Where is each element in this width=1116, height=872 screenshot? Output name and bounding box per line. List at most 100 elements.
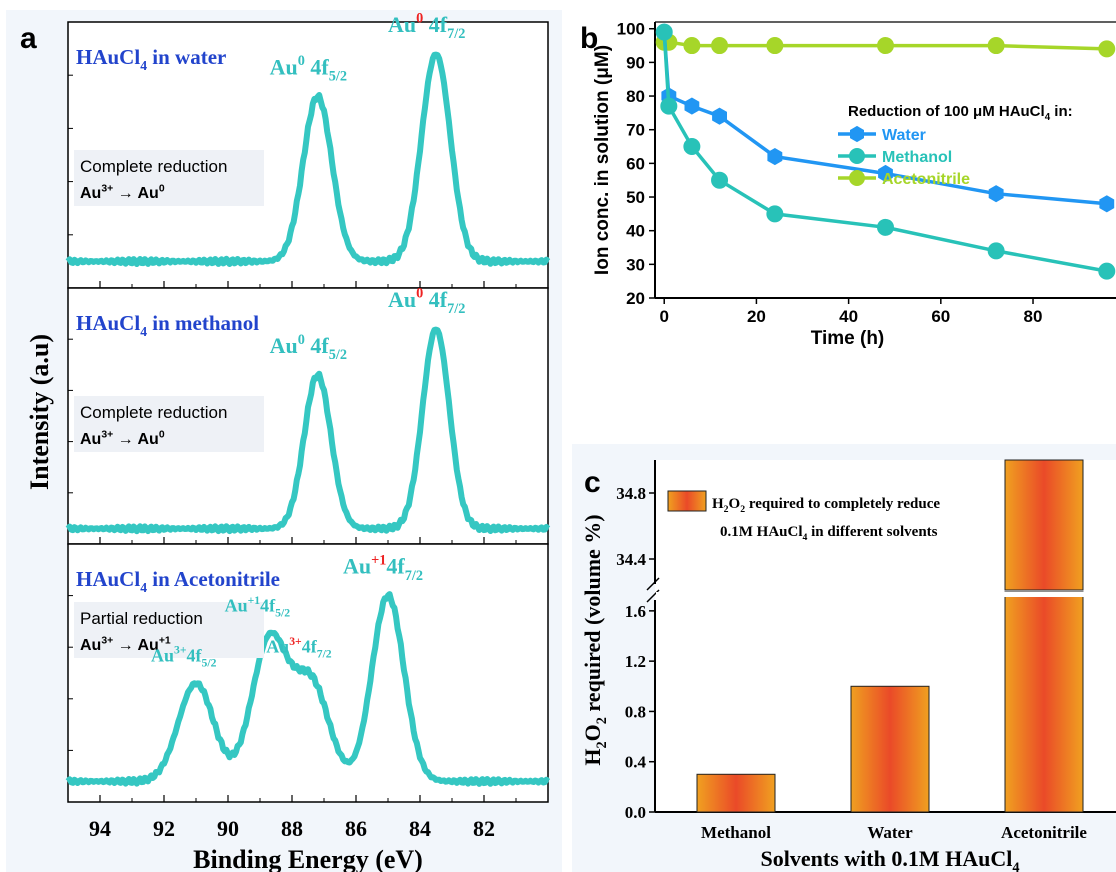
bar-legend-line2-part: 4 [803, 532, 808, 543]
data-point-methanol [987, 242, 1005, 260]
legend-marker-methanol [849, 148, 865, 164]
xps-subplot-title-part: 4 [140, 58, 147, 73]
kinetics-y-tick-label: 40 [626, 222, 645, 241]
xps-peak-label: Au+14f7/2 [343, 552, 423, 583]
note-equation-part: 3+ [101, 183, 113, 194]
bar-x-axis-label-part: Solvents with 0.1M HAuCl [761, 846, 1013, 871]
xps-peak-label-part: 0 [416, 286, 423, 302]
xps-subplot-title-part: HAuCl [76, 311, 140, 335]
kinetics-x-tick-label: 60 [931, 307, 950, 326]
bar-legend-line1-part: 2 [724, 504, 729, 515]
xps-peak-label-part: 7/2 [447, 301, 465, 317]
bar-y-tick-label: 1.6 [625, 602, 646, 621]
data-point-water [988, 185, 1004, 203]
note-equation-part: → [113, 185, 137, 202]
xps-peak-label: Au0 4f7/2 [388, 286, 465, 317]
data-point-water [1099, 195, 1115, 213]
xps-x-axis-label: Binding Energy (eV) [193, 845, 423, 872]
xps-peak-label-part: 4f [305, 333, 330, 358]
bar-y-axis-label-part: O [580, 724, 605, 741]
xps-subplot-title-part: HAuCl [76, 45, 140, 69]
bar-y-axis-label: H2O2 required (volume %) [580, 514, 610, 765]
data-point-water [878, 164, 893, 183]
xps-peak-label-part: 4f [187, 645, 203, 665]
bar-acetonitrile-upper [1004, 459, 1084, 591]
bar-y-axis-label-part: 2 [594, 717, 610, 724]
xps-peak-label: Au0 4f5/2 [270, 53, 347, 84]
bar-category-label: Water [867, 823, 913, 842]
xps-subplot-title-part: in Acetonitrile [147, 567, 280, 591]
bar-legend-line2-part: in different solvents [807, 524, 937, 540]
xps-peak-label-part: 4f [423, 12, 448, 37]
note-equation: Au3+ → Au+1 [80, 635, 171, 654]
bar-y-tick-label: 0.0 [625, 803, 646, 822]
xps-peak-label-part: 4f [305, 54, 330, 79]
xps-peak-label-part: 7/2 [447, 26, 465, 42]
xps-peak-label: Au3+4f7/2 [266, 635, 332, 661]
xps-peak-label-part: 4f [260, 595, 276, 615]
xps-peak-label: Au3+4f5/2 [151, 644, 217, 670]
note-equation-part: 0 [159, 429, 165, 440]
bar-legend-swatch [667, 490, 707, 512]
kinetics-y-axis-label: Ion conc. in solution (μM) [592, 45, 613, 275]
bar-methanol [696, 773, 776, 813]
note-equation: Au3+ → Au0 [80, 429, 165, 448]
kinetics-legend-title-part: 4 [1045, 112, 1051, 123]
kinetics-legend-title-part: Reduction of 100 μM HAuCl [848, 103, 1045, 120]
note-equation-part: → [113, 637, 137, 654]
bar-legend-line2: 0.1M HAuCl4 in different solvents [720, 524, 938, 543]
bar-legend-line2-part: 0.1M HAuCl [720, 524, 803, 540]
note-equation-part: 3+ [101, 635, 113, 646]
xps-peak-label-part: 5/2 [275, 606, 290, 619]
xps-spectrum-line [65, 326, 551, 535]
bar-water [850, 685, 930, 813]
kinetics-y-tick-label: 80 [626, 87, 645, 106]
xps-x-tick-label: 82 [473, 816, 495, 841]
xps-peak-label-part: Au [343, 554, 371, 579]
data-point-methanol [1098, 262, 1116, 280]
panel-letter-b: b [580, 22, 598, 55]
data-point-methanol [877, 218, 894, 236]
xps-subplot-title-part: in methanol [147, 311, 259, 335]
xps-peak-label-part: 4f [302, 637, 318, 657]
bar-acetonitrile [1004, 591, 1084, 813]
kinetics-legend-title: Reduction of 100 μM HAuCl4 in: [848, 103, 1073, 123]
kinetics-x-tick-label: 80 [1024, 307, 1043, 326]
note-equation-part: Au [137, 185, 158, 202]
bar-y-tick-label: 0.8 [625, 702, 646, 721]
xps-subplot-title-part: 4 [140, 580, 147, 595]
xps-peak-label-part: Au [270, 54, 298, 79]
data-point-methanol [683, 138, 701, 156]
kinetics-x-tick-label: 0 [659, 307, 668, 326]
kinetics-y-tick-label: 20 [626, 289, 645, 308]
kinetics-legend-title-part: in: [1050, 103, 1073, 120]
bar-x-axis-label-part: 4 [1012, 860, 1019, 872]
xps-peak-label-part: 3+ [174, 644, 187, 657]
bar-legend-line1-part: required to completely reduce [745, 496, 940, 512]
note-background [74, 150, 264, 206]
xps-spectrum-line [65, 51, 551, 267]
xps-peak-label-part: 3+ [289, 635, 302, 648]
kinetics-y-tick-label: 50 [626, 188, 645, 207]
note-equation-part: 3+ [101, 429, 113, 440]
xps-y-axis-label: Intensity (a.u) [25, 334, 54, 490]
xps-x-tick-label: 86 [345, 816, 367, 841]
kinetics-y-tick-label: 70 [626, 121, 645, 140]
xps-peak-label-part: 7/2 [405, 568, 423, 584]
data-point-acetonitrile [877, 37, 894, 55]
xps-subplot-title: HAuCl4 in methanol [76, 311, 259, 339]
bar-y-axis-label-part: 2 [594, 741, 610, 748]
note-text: Complete reduction [80, 403, 227, 422]
data-point-methanol [660, 97, 678, 115]
note-equation: Au3+ → Au0 [80, 183, 165, 202]
note-equation-part: → [113, 431, 137, 448]
xps-peak-label: Au0 4f7/2 [388, 11, 465, 42]
xps-peak-label: Au+14f5/2 [225, 594, 291, 620]
xps-peak-label-part: 4f [423, 287, 448, 312]
xps-subplot-title-part: HAuCl [76, 567, 140, 591]
xps-subplot-title-part: 4 [140, 324, 147, 339]
note-background [74, 602, 264, 658]
xps-peak-label-part: Au [270, 333, 298, 358]
legend-marker-acetonitrile [849, 170, 865, 186]
legend-label-water: Water [882, 127, 926, 144]
